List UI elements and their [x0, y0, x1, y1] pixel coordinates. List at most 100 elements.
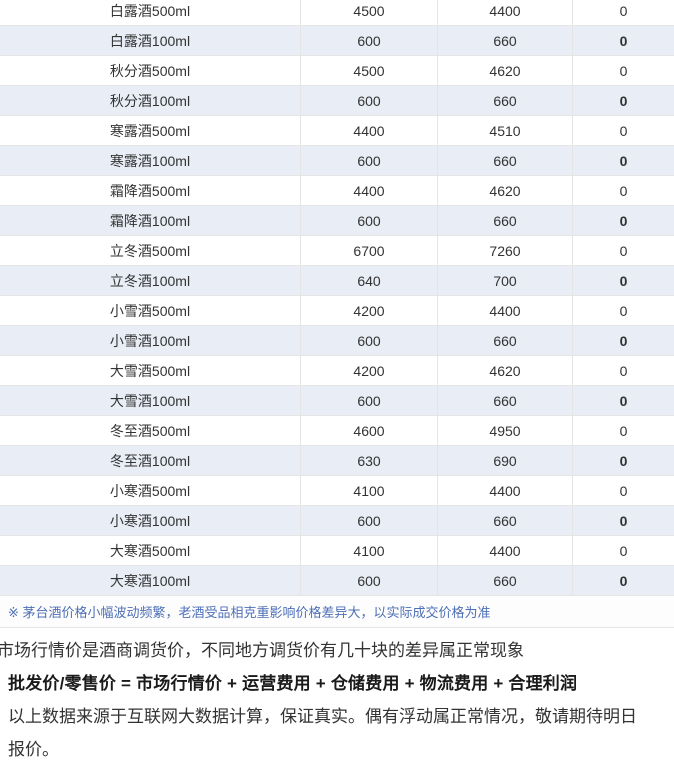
product-name: 寒露酒500ml [0, 116, 301, 145]
table-row: 大雪酒100ml 600 660 0 [0, 386, 674, 416]
price-value-col-1: 600 [301, 146, 438, 175]
product-name: 冬至酒500ml [0, 416, 301, 445]
price-value-col-1: 4200 [301, 296, 438, 325]
price-value-col-1: 600 [301, 386, 438, 415]
price-value-col-1: 4200 [301, 356, 438, 385]
price-value-col-2: 7260 [438, 236, 573, 265]
table-row: 白露酒500ml 4500 4400 0 [0, 0, 674, 26]
product-name: 大寒酒500ml [0, 536, 301, 565]
price-value-col-3: 0 [619, 272, 628, 289]
data-disclaimer-line-2: 报价。 [8, 740, 59, 759]
price-value-col-2: 4400 [438, 476, 573, 505]
product-name: 大雪酒500ml [0, 356, 301, 385]
product-name: 秋分酒100ml [0, 86, 301, 115]
table-row: 小雪酒100ml 600 660 0 [0, 326, 674, 356]
price-value-col-3: 0 [619, 572, 628, 589]
product-name: 霜降酒500ml [0, 176, 301, 205]
price-value-col-3: 0 [619, 152, 628, 169]
price-value-col-1: 600 [301, 326, 438, 355]
price-value-col-2: 660 [438, 386, 573, 415]
product-name: 霜降酒100ml [0, 206, 301, 235]
price-value-col-2: 4620 [438, 56, 573, 85]
price-value-col-3: 0 [619, 362, 628, 379]
price-value-col-1: 6700 [301, 236, 438, 265]
price-table: 白露酒500ml 4500 4400 0 白露酒100ml 600 660 0 秋分酒500ml… [0, 0, 674, 596]
price-value-col-2: 660 [438, 86, 573, 115]
table-row: 大寒酒100ml 600 660 0 [0, 566, 674, 596]
price-value-col-2: 660 [438, 146, 573, 175]
table-row: 冬至酒500ml 4600 4950 0 [0, 416, 674, 446]
price-value-col-3: 0 [619, 542, 628, 559]
product-name: 小寒酒500ml [0, 476, 301, 505]
product-name: 小雪酒100ml [0, 326, 301, 355]
product-name: 白露酒500ml [0, 0, 301, 25]
product-name: 冬至酒100ml [0, 446, 301, 475]
table-row: 小寒酒100ml 600 660 0 [0, 506, 674, 536]
price-value-col-3: 0 [619, 512, 628, 529]
table-row: 大寒酒500ml 4100 4400 0 [0, 536, 674, 566]
price-value-col-3: 0 [619, 422, 628, 439]
price-value-col-3: 0 [619, 332, 628, 349]
price-value-col-2: 4620 [438, 176, 573, 205]
price-value-col-1: 600 [301, 86, 438, 115]
price-value-col-2: 4400 [438, 0, 573, 25]
table-row: 霜降酒500ml 4400 4620 0 [0, 176, 674, 206]
price-value-col-1: 4400 [301, 116, 438, 145]
product-name: 寒露酒100ml [0, 146, 301, 175]
price-value-col-2: 4510 [438, 116, 573, 145]
product-name: 白露酒100ml [0, 26, 301, 55]
price-value-col-1: 640 [301, 266, 438, 295]
price-value-col-1: 4600 [301, 416, 438, 445]
price-note-text: ※ 茅台酒价格小幅波动频繁，老酒受品相克重影响价格差异大，以实际成交价格为准 [8, 605, 491, 620]
table-row: 大雪酒500ml 4200 4620 0 [0, 356, 674, 386]
product-name: 大雪酒100ml [0, 386, 301, 415]
price-value-col-1: 600 [301, 566, 438, 595]
price-value-col-2: 4400 [438, 536, 573, 565]
table-row: 秋分酒500ml 4500 4620 0 [0, 56, 674, 86]
price-value-col-1: 4500 [301, 56, 438, 85]
product-name: 立冬酒100ml [0, 266, 301, 295]
table-row: 白露酒100ml 600 660 0 [0, 26, 674, 56]
price-value-col-3: 0 [619, 62, 628, 79]
price-value-col-2: 660 [438, 326, 573, 355]
product-name: 小寒酒100ml [0, 506, 301, 535]
table-row: 秋分酒100ml 600 660 0 [0, 86, 674, 116]
table-row: 寒露酒100ml 600 660 0 [0, 146, 674, 176]
table-row: 冬至酒100ml 630 690 0 [0, 446, 674, 476]
price-value-col-3: 0 [619, 32, 628, 49]
data-disclaimer-line-1: 以上数据来源于互联网大数据计算，保证真实。偶有浮动属正常情况，敬请期待明日 [8, 707, 637, 726]
price-value-col-2: 4400 [438, 296, 573, 325]
price-value-col-2: 690 [438, 446, 573, 475]
product-name: 立冬酒500ml [0, 236, 301, 265]
table-row: 立冬酒500ml 6700 7260 0 [0, 236, 674, 266]
price-value-col-2: 4620 [438, 356, 573, 385]
table-row: 小雪酒500ml 4200 4400 0 [0, 296, 674, 326]
price-value-col-2: 660 [438, 506, 573, 535]
price-value-col-1: 4500 [301, 0, 438, 25]
price-value-col-1: 630 [301, 446, 438, 475]
price-value-col-1: 4400 [301, 176, 438, 205]
price-value-col-3: 0 [619, 242, 628, 259]
product-name: 大寒酒100ml [0, 566, 301, 595]
table-row: 立冬酒100ml 640 700 0 [0, 266, 674, 296]
price-value-col-3: 0 [619, 92, 628, 109]
market-price-remark: 市场行情价是酒商调货价，不同地方调货价有几十块的差异属正常现象 [0, 641, 524, 660]
product-name: 秋分酒500ml [0, 56, 301, 85]
price-value-col-2: 4950 [438, 416, 573, 445]
table-row: 寒露酒500ml 4400 4510 0 [0, 116, 674, 146]
price-value-col-1: 600 [301, 206, 438, 235]
table-row: 小寒酒500ml 4100 4400 0 [0, 476, 674, 506]
price-value-col-2: 660 [438, 26, 573, 55]
price-value-col-2: 700 [438, 266, 573, 295]
table-row: 霜降酒100ml 600 660 0 [0, 206, 674, 236]
price-value-col-2: 660 [438, 566, 573, 595]
price-value-col-3: 0 [619, 122, 628, 139]
price-value-col-3: 0 [619, 482, 628, 499]
price-value-col-1: 4100 [301, 476, 438, 505]
price-value-col-3: 0 [619, 302, 628, 319]
price-value-col-1: 600 [301, 26, 438, 55]
price-note-row: ※ 茅台酒价格小幅波动频繁，老酒受品相克重影响价格差异大，以实际成交价格为准 [0, 596, 674, 628]
footer-paragraphs: 市场行情价是酒商调货价，不同地方调货价有几十块的差异属正常现象 批发价/零售价 … [0, 632, 674, 764]
price-value-col-3: 0 [619, 212, 628, 229]
